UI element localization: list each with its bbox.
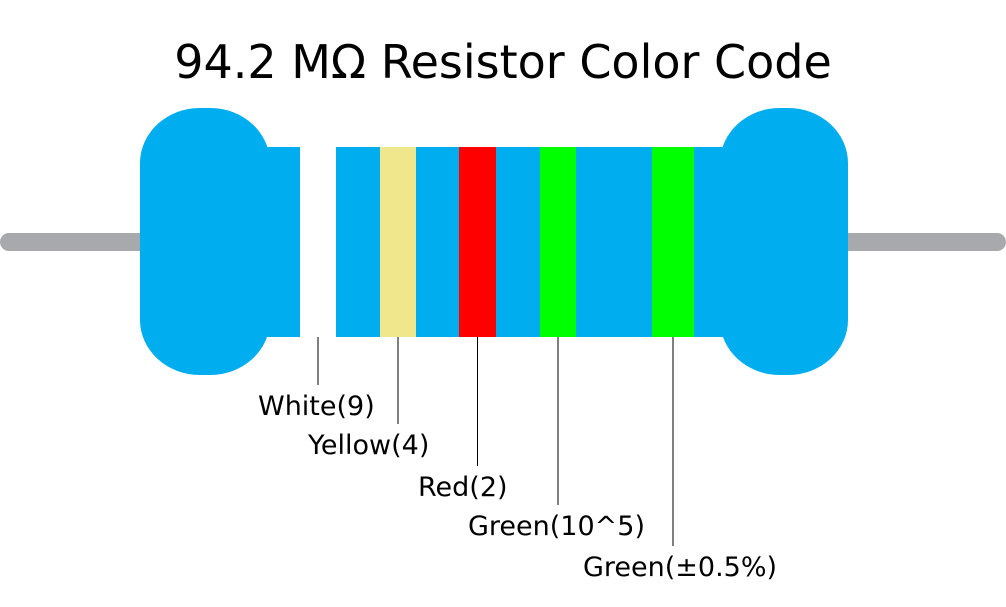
color-band [459, 147, 496, 337]
color-band [300, 147, 336, 337]
left-cap [140, 108, 270, 375]
color-band [540, 147, 576, 337]
color-band [380, 147, 416, 337]
band-label: Green(10^5) [468, 511, 645, 542]
band-label: Red(2) [418, 472, 508, 503]
title: 94.2 MΩ Resistor Color Code [174, 35, 832, 89]
band-label: White(9) [258, 391, 375, 422]
right-cap [720, 108, 848, 375]
color-band [652, 147, 694, 337]
band-label: Yellow(4) [307, 430, 429, 461]
band-label: Green(±0.5%) [583, 552, 777, 583]
